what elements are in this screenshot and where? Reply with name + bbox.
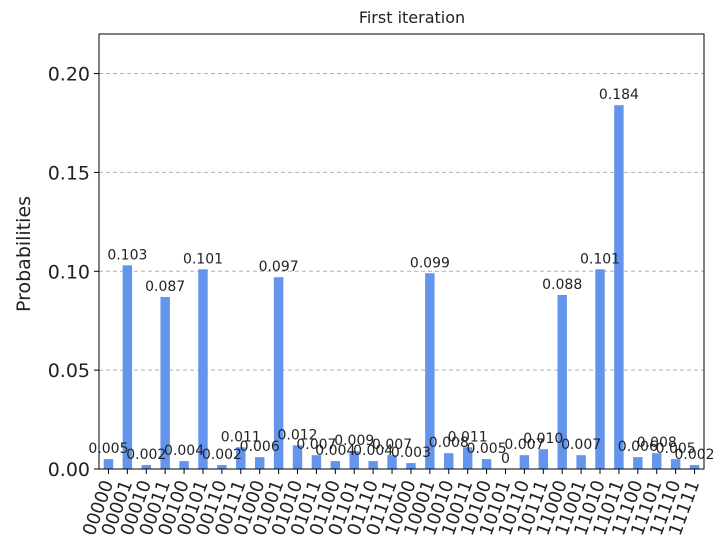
bar — [349, 451, 359, 469]
bar — [538, 449, 549, 469]
bar-value-label: 0.011 — [221, 429, 261, 445]
bar — [462, 447, 473, 469]
y-tick-label: 0.20 — [48, 64, 90, 86]
bar — [652, 453, 662, 469]
bar-value-label: 0.004 — [353, 443, 393, 459]
y-axis-ticks: 0.00 0.05 0.10 0.15 0.20 — [48, 64, 99, 481]
bar-value-label: 0.005 — [656, 441, 696, 457]
y-tick-label: 0.10 — [48, 261, 90, 283]
bar — [217, 465, 227, 469]
bar-value-label: 0.009 — [334, 433, 374, 449]
bar-value-label: 0.002 — [202, 447, 242, 463]
bar-value-label: 0.101 — [183, 251, 223, 267]
bar — [614, 105, 624, 469]
bar-value-labels: 0.005 0.103 0.002 0.087 0.004 0.101 0.002 0.011… — [88, 87, 714, 467]
bar-value-label: 0.006 — [240, 439, 280, 455]
y-tick-label: 0.00 — [48, 459, 90, 481]
bar-value-label: 0.006 — [618, 439, 658, 455]
bar — [198, 269, 208, 469]
bar — [519, 455, 530, 469]
y-axis-label: Probabilities — [13, 196, 35, 312]
bar-value-label: 0.007 — [372, 437, 412, 453]
bar-value-label: 0 — [501, 451, 510, 467]
bar-value-label: 0.004 — [164, 443, 204, 459]
bar-value-label: 0.004 — [315, 443, 355, 459]
bar — [481, 459, 492, 469]
bar-value-label: 0.008 — [429, 435, 469, 451]
grid-lines — [99, 73, 704, 371]
bar-value-label: 0.005 — [88, 441, 128, 457]
bar — [595, 269, 605, 469]
bar-value-label: 0.008 — [637, 435, 677, 451]
bar — [633, 457, 643, 469]
bar-value-label: 0.010 — [523, 431, 563, 447]
bar-value-label: 0.012 — [277, 427, 317, 443]
bar-value-label: 0.002 — [675, 447, 715, 463]
x-axis-ticks: 0000000001000100001100100001010011000111… — [79, 469, 704, 539]
bar-value-label: 0.002 — [126, 447, 166, 463]
bar-value-label: 0.087 — [145, 279, 185, 295]
bar — [254, 457, 265, 469]
bar — [444, 453, 454, 469]
bar — [368, 461, 378, 469]
y-tick-label: 0.15 — [48, 162, 90, 184]
bar — [122, 265, 133, 469]
bar-value-label: 0.011 — [448, 429, 488, 445]
bar — [670, 459, 681, 469]
y-tick-label: 0.05 — [48, 360, 90, 382]
bar — [160, 296, 170, 469]
bar — [557, 295, 567, 469]
bar — [179, 461, 189, 469]
bar-value-label: 0.003 — [391, 445, 431, 461]
bar — [330, 461, 341, 469]
bar-value-label: 0.101 — [580, 251, 620, 267]
bar — [576, 455, 586, 469]
bar — [141, 465, 151, 469]
bar — [387, 455, 397, 469]
bar — [311, 455, 322, 469]
bar-value-label: 0.103 — [107, 247, 147, 263]
bar — [425, 273, 435, 469]
bar — [273, 277, 284, 469]
bars — [103, 105, 700, 469]
plot-frame — [98, 33, 705, 470]
chart-title: First iteration — [359, 8, 465, 27]
bar-value-label: 0.007 — [504, 437, 544, 453]
bar-value-label: 0.007 — [296, 437, 336, 453]
bar — [103, 459, 114, 469]
bar-value-label: 0.097 — [259, 259, 299, 275]
bar-value-label: 0.005 — [467, 441, 507, 457]
bar — [292, 445, 303, 469]
bar-value-label: 0.007 — [561, 437, 601, 453]
bar — [406, 463, 416, 469]
bar-value-label: 0.184 — [599, 87, 639, 103]
bar — [236, 447, 246, 469]
bar-value-label: 0.099 — [410, 255, 450, 271]
bar — [689, 465, 700, 469]
bar-value-label: 0.088 — [542, 277, 582, 293]
